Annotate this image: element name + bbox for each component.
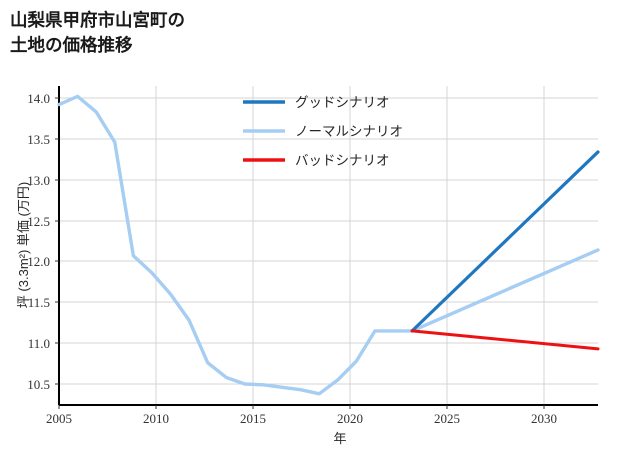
y-tick-label: 11.0 xyxy=(28,336,50,351)
x-axis-title: 年 xyxy=(333,431,346,446)
y-tick-marks xyxy=(55,97,59,385)
x-tick-label: 2025 xyxy=(434,411,460,426)
x-tick-marks xyxy=(58,405,545,409)
y-tick-labels: 10.5 11.0 11.5 12.0 12.5 13.0 13.5 14.0 xyxy=(27,91,50,392)
series-line-good xyxy=(410,150,600,333)
y-tick-label: 11.5 xyxy=(28,295,50,310)
y-tick-label: 13.5 xyxy=(27,132,50,147)
series-line-bad xyxy=(410,329,600,351)
y-axis-title: 坪 (3.3m²) 単価 (万円) xyxy=(16,182,31,308)
legend-label-normal: ノーマルシナリオ xyxy=(295,124,403,139)
y-tick-label: 13.0 xyxy=(27,173,50,188)
y-tick-label: 12.5 xyxy=(27,214,50,229)
y-tick-label: 12.0 xyxy=(27,254,50,269)
chart-title: 山梨県甲府市山宮町の 土地の価格推移 xyxy=(10,10,185,55)
legend-label-good: グッドシナリオ xyxy=(295,95,390,110)
y-tick-label: 14.0 xyxy=(27,91,50,106)
x-tick-label: 2020 xyxy=(337,411,363,426)
x-tick-label: 2005 xyxy=(46,411,72,426)
x-tick-labels: 2005 2010 2015 2020 2025 2030 xyxy=(46,411,557,426)
y-gridlines xyxy=(59,97,598,385)
x-gridlines xyxy=(155,86,545,405)
chart-legend: グッドシナリオ ノーマルシナリオ バッドシナリオ xyxy=(243,95,403,168)
x-tick-label: 2015 xyxy=(240,411,266,426)
x-tick-label: 2010 xyxy=(143,411,169,426)
series-line-normal xyxy=(57,94,600,396)
y-tick-label: 10.5 xyxy=(27,377,50,392)
series-group xyxy=(57,94,600,396)
x-tick-label: 2030 xyxy=(531,411,557,426)
legend-label-bad: バッドシナリオ xyxy=(295,153,390,168)
